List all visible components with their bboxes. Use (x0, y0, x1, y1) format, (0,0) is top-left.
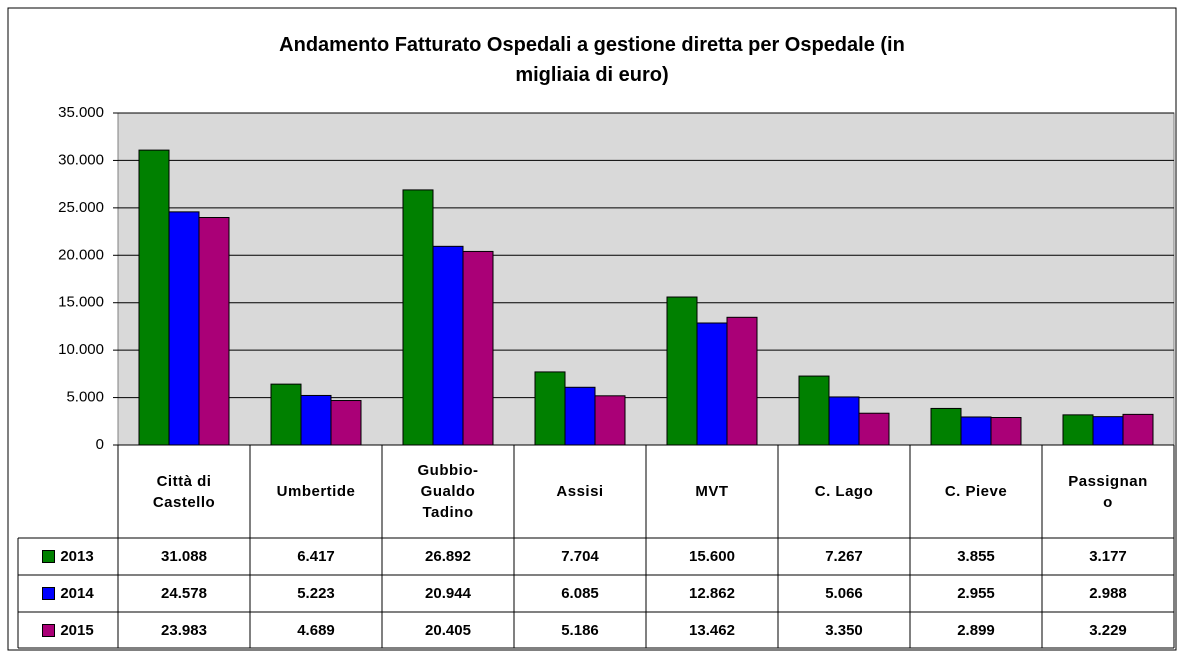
data-label: 23.983 (161, 621, 207, 639)
legend-swatch (42, 550, 56, 563)
data-label: 3.177 (1089, 548, 1127, 565)
data-label: 31.088 (161, 548, 207, 565)
data-label: 26.892 (425, 548, 471, 565)
legend-label: 2013 (60, 548, 94, 565)
y-tick-label: 5.000 (66, 389, 104, 406)
bar (402, 189, 434, 446)
bar (300, 394, 332, 446)
data-label: 24.578 (161, 585, 207, 602)
category-label: Gubbio-Gualdo Tadino (417, 462, 479, 521)
data-label: 3.229 (1089, 621, 1127, 639)
legend-label: 2015 (60, 621, 94, 639)
data-label: 20.405 (425, 621, 471, 639)
data-label: 6.417 (297, 548, 335, 565)
data-label: 2.899 (957, 621, 995, 639)
bar (168, 211, 200, 446)
category-label: Assisi (556, 483, 604, 500)
data-label: 2.988 (1089, 585, 1127, 602)
y-tick-label: 20.000 (58, 246, 104, 263)
data-label: 4.689 (297, 621, 335, 639)
bar (594, 395, 626, 446)
bar (828, 396, 860, 446)
bar (1122, 413, 1154, 446)
bar (564, 386, 596, 446)
legend-swatch (42, 587, 56, 600)
y-tick-label: 25.000 (58, 199, 104, 216)
bar (462, 250, 494, 446)
data-label: 3.855 (957, 548, 995, 565)
data-label: 6.085 (561, 585, 599, 602)
data-label: 5.223 (297, 585, 335, 602)
y-tick-label: 35.000 (58, 104, 104, 121)
bar (432, 245, 464, 446)
data-label: 20.944 (425, 585, 471, 602)
data-label: 7.704 (561, 548, 599, 565)
category-label: Città di Castello (152, 472, 216, 511)
bar (990, 417, 1022, 446)
y-tick-label: 15.000 (58, 294, 104, 311)
category-label: Umbertide (276, 483, 356, 500)
bar (930, 407, 962, 446)
bar (726, 316, 758, 446)
bar (138, 149, 170, 446)
bar (798, 375, 830, 446)
category-label: C. Lago (814, 483, 874, 500)
legend-entry: 2013 (18, 538, 118, 575)
bar (270, 383, 302, 446)
y-tick-label: 30.000 (58, 151, 104, 168)
y-tick-label: 0 (96, 436, 104, 453)
data-label: 12.862 (689, 585, 735, 602)
bar (858, 412, 890, 446)
data-label: 15.600 (689, 548, 735, 565)
legend-entry: 2014 (18, 575, 118, 612)
legend-entry: 2015 (18, 612, 118, 648)
category-label: Passignano (1068, 472, 1148, 511)
category-label: MVT (695, 483, 729, 500)
bar (696, 322, 728, 446)
legend-label: 2014 (60, 585, 94, 602)
y-tick-label: 10.000 (58, 341, 104, 358)
data-label: 13.462 (689, 621, 735, 639)
bar (330, 400, 362, 446)
data-label: 5.186 (561, 621, 599, 639)
legend-swatch (42, 623, 56, 637)
data-label: 7.267 (825, 548, 863, 565)
bar (198, 217, 230, 446)
bar (1062, 414, 1094, 446)
category-label: C. Pieve (944, 483, 1008, 500)
data-label: 3.350 (825, 621, 863, 639)
bar (666, 296, 698, 446)
chart-title: Andamento Fatturato Ospedali a gestione … (279, 34, 905, 86)
bar (534, 371, 566, 446)
data-label: 5.066 (825, 585, 863, 602)
bar (960, 416, 992, 446)
bar (1092, 416, 1124, 446)
data-label: 2.955 (957, 585, 995, 602)
